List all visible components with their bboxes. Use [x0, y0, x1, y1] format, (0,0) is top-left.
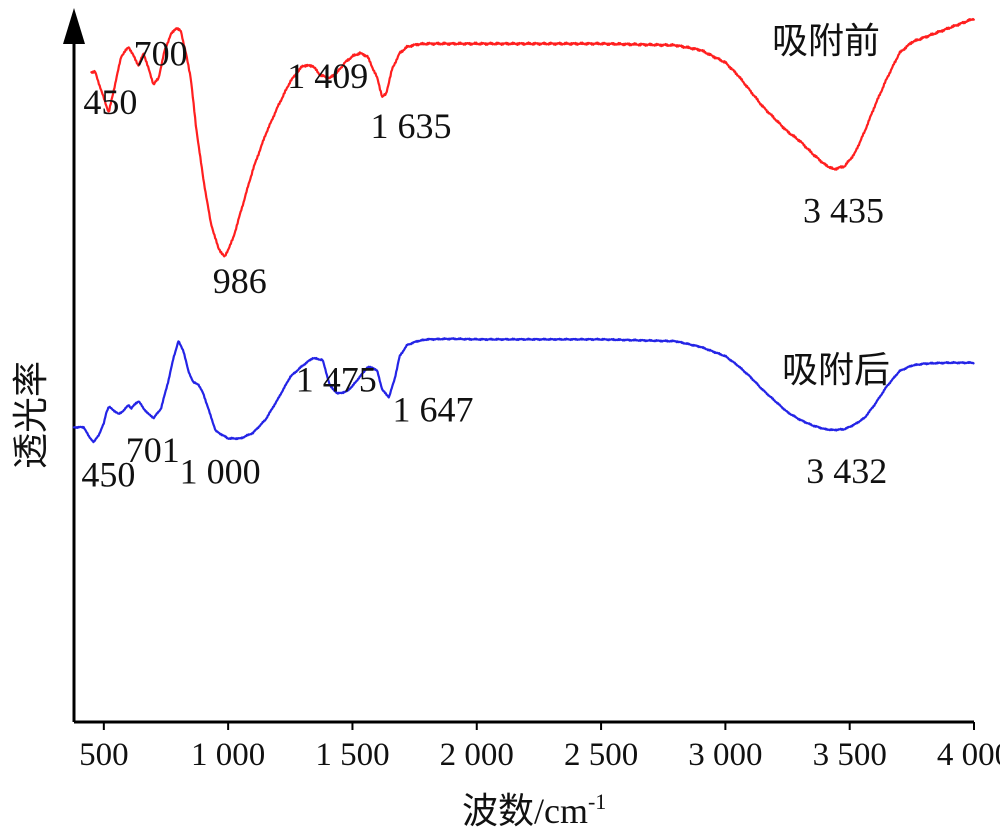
peak-label: 1 635 [371, 106, 452, 146]
peak-label: 450 [81, 454, 135, 494]
x-tick-label: 500 [79, 737, 129, 773]
x-ticks: 500 1 000 1 500 2 000 2 500 3 000 3 500 4 000 [79, 722, 1000, 773]
x-tick-label: 3 500 [813, 737, 887, 773]
peak-label: 1 409 [287, 56, 368, 96]
x-tick-label: 3 000 [688, 737, 762, 773]
x-axis-title-superscript: -1 [588, 789, 606, 814]
x-axis-title-text: 波数/cm [462, 791, 588, 831]
x-tick-label: 1 000 [191, 737, 265, 773]
peak-label: 1 647 [393, 389, 474, 429]
series-layer [72, 17, 975, 444]
peak-label: 701 [126, 430, 180, 470]
series-label-before: 吸附前 [772, 21, 880, 61]
x-axis-title: 波数/cm-1 [462, 789, 606, 831]
peak-label: 986 [213, 261, 267, 301]
peak-label: 3 432 [806, 451, 887, 491]
x-tick-label: 2 000 [440, 737, 514, 773]
peak-label: 3 435 [803, 190, 884, 230]
series-line-after [72, 337, 975, 444]
y-axis-title: 透光率 [11, 361, 51, 469]
x-tick-label: 4 000 [937, 737, 1000, 773]
series-label-after: 吸附后 [782, 350, 890, 390]
y-axis-arrow [63, 8, 85, 44]
series-line-before [90, 17, 975, 258]
peak-label: 1 475 [296, 360, 377, 400]
peak-label: 1 000 [180, 452, 261, 492]
x-tick-label: 2 500 [564, 737, 638, 773]
x-tick-label: 1 500 [315, 737, 389, 773]
peak-label: 450 [83, 82, 137, 122]
peak-label: 700 [134, 34, 188, 74]
axes [63, 8, 974, 724]
